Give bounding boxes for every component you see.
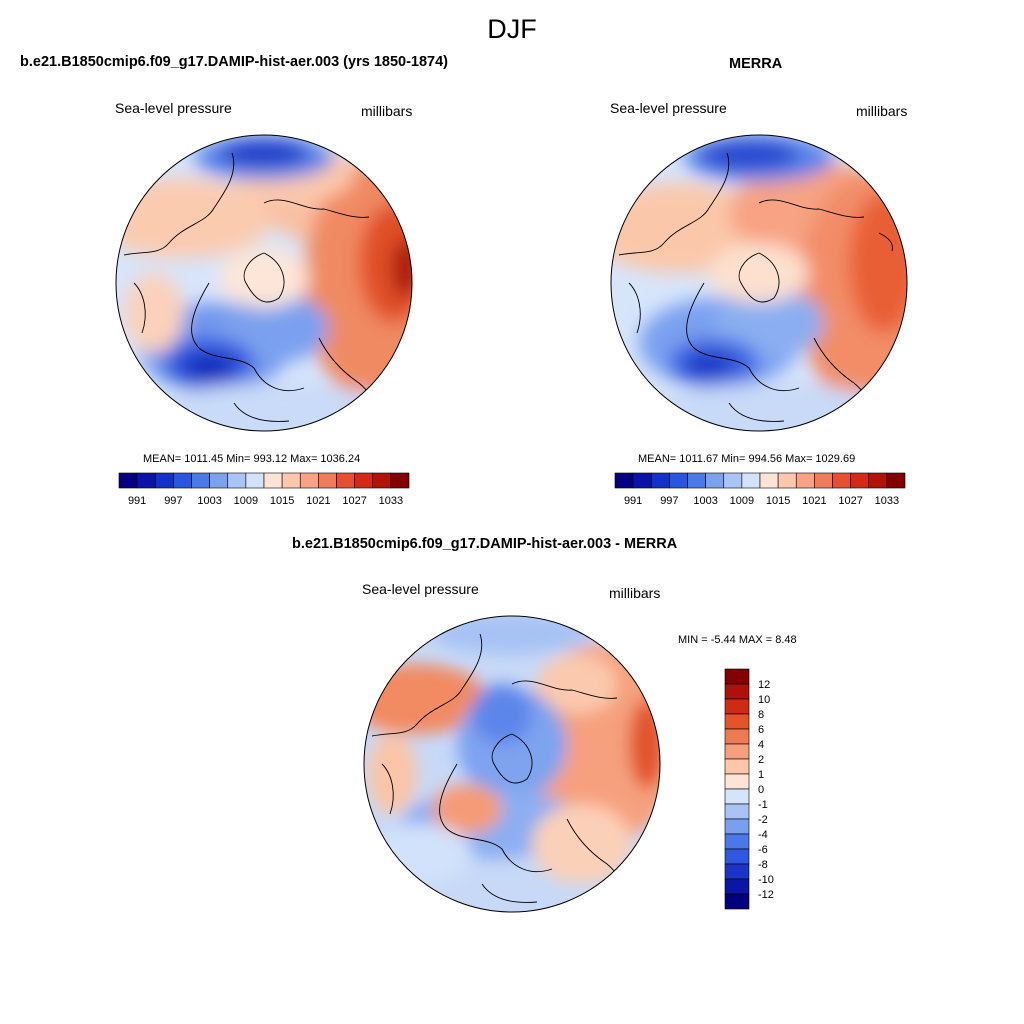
- diff-colorbar-box: [724, 773, 750, 790]
- obs-colorbar-tick: 991: [624, 495, 642, 507]
- model-colorbar-box: [318, 472, 337, 489]
- diff-colorbar-tick: -2: [758, 814, 768, 826]
- obs-colorbar-tick: 1033: [875, 495, 899, 507]
- model-colorbar-tick: 1033: [379, 495, 403, 507]
- diff-colorbar-box: [724, 863, 750, 880]
- diff-colorbar-tick: 0: [758, 784, 764, 796]
- diff-colorbar-box: [724, 803, 750, 820]
- obs-colorbar-tick: 1027: [838, 495, 862, 507]
- diff-colorbar-box: [724, 788, 750, 805]
- model-colorbar-box: [263, 472, 283, 489]
- diff-colorbar-tick: -10: [758, 874, 774, 886]
- model-colorbar-box: [118, 472, 138, 489]
- diff-panel-title: b.e21.B1850cmip6.f09_g17.DAMIP-hist-aer.…: [292, 536, 678, 552]
- diff-colorbar-tick: -1: [758, 799, 768, 811]
- model-colorbar-tick: 1027: [342, 495, 366, 507]
- model-colorbar-tick: 997: [164, 495, 182, 507]
- figure-title: DJF: [487, 14, 537, 44]
- obs-colorbar-tick: 1009: [730, 495, 754, 507]
- diff-colorbar-tick: 1: [758, 769, 764, 781]
- obs-colorbar-tick: 1021: [802, 495, 826, 507]
- obs-units-label: millibars: [856, 103, 908, 119]
- diff-colorbar-tick: 8: [758, 709, 764, 721]
- model-colorbar-tick: 1021: [306, 495, 330, 507]
- model-polar-map: [115, 134, 413, 432]
- diff-colorbar-box: [724, 893, 750, 910]
- obs-colorbar-tick: 1003: [693, 495, 717, 507]
- model-colorbar-tick: 1003: [197, 495, 221, 507]
- model-colorbar-box: [136, 472, 156, 489]
- model-colorbar-box: [245, 472, 265, 489]
- diff-colorbar-box: [724, 743, 750, 760]
- model-colorbar-box: [209, 472, 229, 489]
- model-panel-title: b.e21.B1850cmip6.f09_g17.DAMIP-hist-aer.…: [20, 54, 448, 70]
- model-colorbar-box: [299, 472, 319, 489]
- model-variable-label: Sea-level pressure: [115, 100, 232, 116]
- obs-stats: MEAN= 1011.67 Min= 994.56 Max= 1029.69: [638, 453, 856, 465]
- diff-colorbar-tick: 4: [758, 739, 764, 751]
- diff-colorbar-tick: -8: [758, 859, 768, 871]
- diff-units-label: millibars: [609, 585, 661, 601]
- obs-colorbar-box: [669, 472, 688, 489]
- diff-variable-label: Sea-level pressure: [362, 581, 479, 597]
- model-colorbar-box: [227, 472, 247, 489]
- model-colorbar-box: [154, 472, 174, 489]
- model-units-label: millibars: [361, 103, 413, 119]
- model-colorbar-tick: 991: [128, 495, 146, 507]
- model-colorbar-tick: 1009: [234, 495, 258, 507]
- diff-colorbar-box: [724, 728, 750, 745]
- diff-colorbar-tick: -4: [758, 829, 768, 841]
- obs-panel-title: MERRA: [729, 56, 783, 72]
- diff-stats: MIN = -5.44 MAX = 8.48: [678, 634, 797, 646]
- diff-polar-map: [363, 615, 661, 913]
- model-colorbar-box: [281, 472, 301, 489]
- diff-colorbar-box: [724, 668, 750, 685]
- model-colorbar-tick: 1015: [270, 495, 294, 507]
- obs-variable-label: Sea-level pressure: [610, 100, 727, 116]
- obs-colorbar-tick: 1015: [766, 495, 790, 507]
- diff-colorbar-box: [724, 713, 750, 730]
- obs-colorbar-box: [705, 472, 725, 489]
- diff-colorbar-tick: 6: [758, 724, 764, 736]
- diff-colorbar-tick: 10: [758, 694, 770, 706]
- model-colorbar-box: [372, 472, 392, 489]
- obs-colorbar-box: [777, 472, 797, 489]
- diff-colorbar-tick: 12: [758, 679, 770, 691]
- obs-colorbar-box: [814, 472, 833, 489]
- obs-colorbar-box: [886, 472, 906, 489]
- model-stats: MEAN= 1011.45 Min= 993.12 Max= 1036.24: [143, 453, 361, 465]
- obs-colorbar-tick: 997: [660, 495, 678, 507]
- obs-colorbar-box: [832, 472, 851, 489]
- model-colorbar: 991 997 1003 1009 1015 1021 1027 1033: [118, 472, 410, 507]
- model-colorbar-box: [173, 472, 192, 489]
- diff-colorbar-tick: -12: [758, 889, 774, 901]
- diff-colorbar-box: [724, 848, 750, 865]
- obs-colorbar-box: [687, 472, 706, 489]
- diff-colorbar-box: [724, 758, 750, 775]
- model-colorbar-box: [390, 472, 410, 489]
- diff-colorbar-box: [724, 818, 750, 835]
- diff-colorbar-box: [724, 833, 750, 850]
- obs-colorbar-box: [850, 472, 870, 489]
- diff-colorbar-box: [724, 878, 750, 895]
- diff-colorbar-tick: 2: [758, 754, 764, 766]
- obs-colorbar-box: [632, 472, 652, 489]
- obs-colorbar-box: [614, 472, 634, 489]
- obs-polar-map: [610, 134, 908, 432]
- model-colorbar-box: [191, 472, 210, 489]
- obs-colorbar: 991 997 1003 1009 1015 1021 1027 1033: [614, 472, 906, 507]
- model-colorbar-box: [336, 472, 355, 489]
- obs-colorbar-box: [650, 472, 670, 489]
- obs-colorbar-box: [741, 472, 761, 489]
- model-colorbar-box: [354, 472, 374, 489]
- diff-colorbar-tick: -6: [758, 844, 768, 856]
- obs-colorbar-box: [868, 472, 888, 489]
- obs-colorbar-box: [795, 472, 815, 489]
- obs-colorbar-box: [759, 472, 779, 489]
- diff-colorbar-box: [724, 698, 750, 715]
- diff-colorbar-box: [724, 683, 750, 700]
- obs-colorbar-box: [723, 472, 743, 489]
